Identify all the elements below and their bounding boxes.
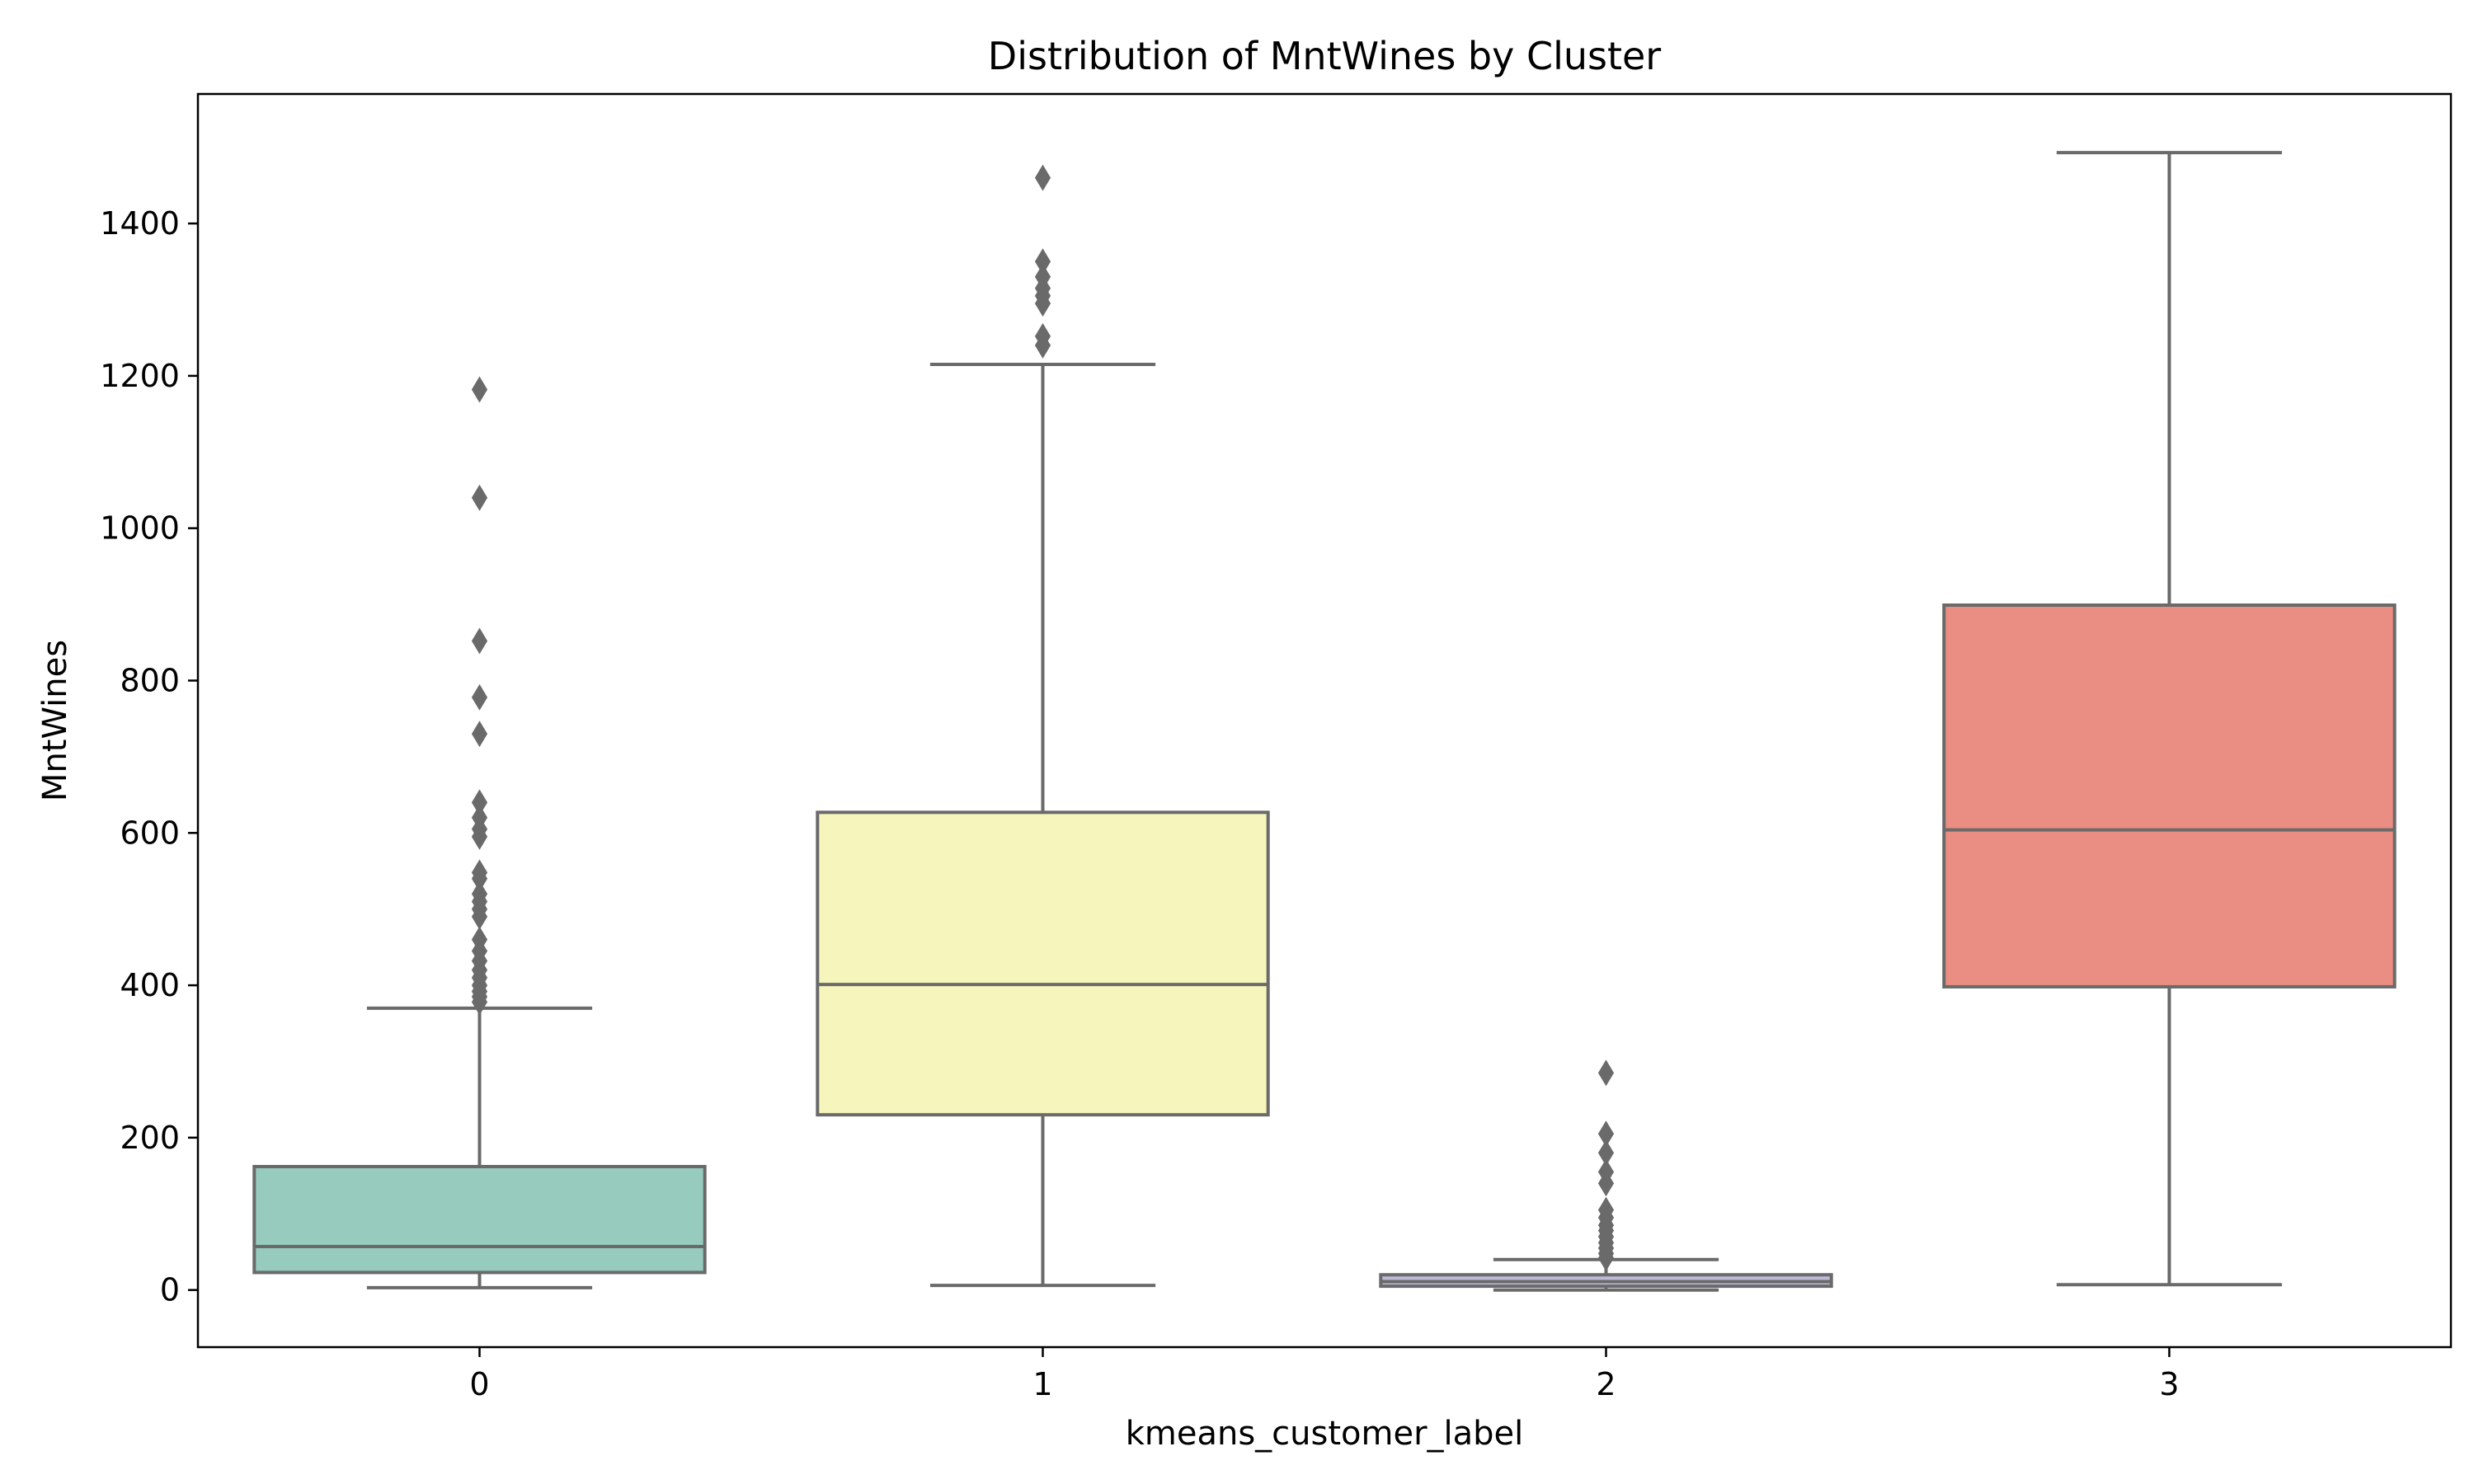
x-tick-label: 2 — [1596, 1366, 1616, 1402]
y-axis-label: MntWines — [36, 640, 74, 801]
outlier-point — [471, 376, 488, 403]
plot-area — [252, 151, 2396, 1292]
y-tick-label: 1000 — [100, 510, 180, 547]
outlier-point — [1034, 248, 1051, 275]
x-tick-label: 3 — [2159, 1366, 2179, 1402]
outlier-point — [471, 789, 488, 816]
x-tick-label: 1 — [1032, 1366, 1052, 1402]
y-tick-label: 1200 — [100, 358, 180, 394]
box-iqr — [252, 1165, 707, 1275]
x-axis-label: kmeans_customer_label — [1126, 1415, 1524, 1453]
outlier-point — [1597, 1139, 1615, 1167]
box-group-cluster-0 — [252, 376, 707, 1289]
outlier-point — [1034, 263, 1051, 290]
outlier-point — [1034, 164, 1051, 191]
outlier-point — [471, 721, 488, 748]
y-axis: 0 200 400 600 800 1000 1200 1400 — [100, 205, 198, 1308]
outlier-point — [471, 683, 488, 711]
box-group-cluster-3 — [1942, 151, 2396, 1287]
box-iqr — [816, 810, 1270, 1117]
box-group-cluster-1 — [816, 164, 1270, 1288]
outlier-point — [1034, 322, 1051, 350]
x-axis: 0 1 2 3 — [469, 1347, 2180, 1402]
x-tick-label: 0 — [469, 1366, 489, 1402]
outlier-point — [471, 627, 488, 655]
outlier-point — [1597, 1158, 1615, 1186]
outlier-point — [471, 881, 488, 908]
outlier-point — [1597, 1196, 1615, 1223]
outlier-point — [471, 859, 488, 886]
y-tick-label: 400 — [120, 967, 180, 1003]
y-tick-label: 0 — [160, 1272, 180, 1308]
outlier-point — [471, 804, 488, 831]
outlier-point — [1597, 1120, 1615, 1148]
axes-frame — [196, 92, 2453, 1349]
box-iqr — [1942, 603, 2396, 989]
y-tick-label: 200 — [120, 1120, 180, 1156]
y-tick-label: 1400 — [100, 205, 180, 242]
y-tick-label: 600 — [120, 815, 180, 851]
outlier-point — [471, 926, 488, 953]
box-group-cluster-2 — [1379, 1059, 1833, 1292]
outlier-point — [471, 484, 488, 511]
chart-title: Distribution of MntWines by Cluster — [988, 34, 1662, 78]
y-tick-label: 800 — [120, 662, 180, 698]
outlier-point — [1597, 1059, 1615, 1087]
